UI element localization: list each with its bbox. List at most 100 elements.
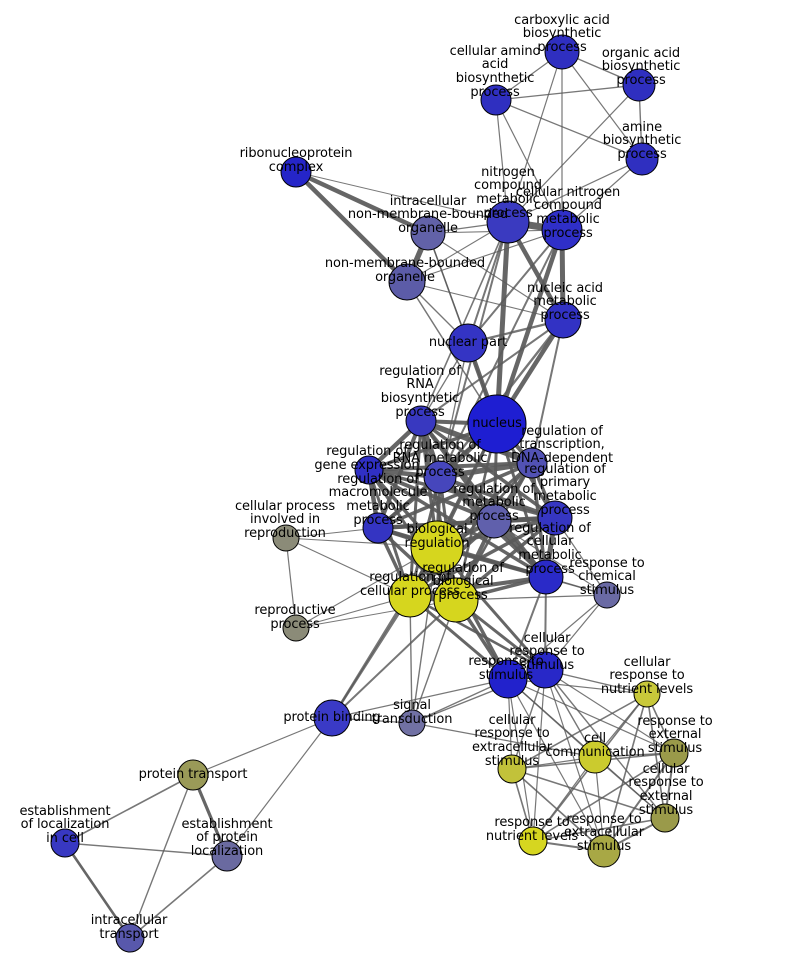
graph-edge	[295, 546, 438, 629]
graph-edge	[420, 319, 564, 422]
graph-edge	[455, 594, 608, 601]
graph-node-response-to-external-stimulus[interactable]	[659, 738, 689, 768]
graph-node-nucleus[interactable]	[467, 394, 527, 454]
graph-edge	[495, 84, 640, 101]
graph-edge	[285, 537, 297, 629]
node-layer	[50, 34, 689, 953]
graph-edge	[408, 575, 548, 598]
graph-edge	[507, 678, 648, 695]
graph-edge	[408, 594, 547, 672]
graph-edge	[192, 717, 333, 776]
graph-edge	[561, 51, 643, 160]
graph-edge	[411, 722, 596, 758]
graph-edge	[295, 171, 509, 223]
graph-node-regulation-of-primary-metabolic-process[interactable]	[537, 500, 573, 536]
graph-node-cellular-response-to-stimulus[interactable]	[526, 651, 564, 689]
graph-node-regulation-of-metabolic-process[interactable]	[476, 503, 512, 539]
graph-edge	[507, 678, 675, 754]
graph-edge	[532, 669, 546, 842]
graph-node-regulation-of-gene-expression[interactable]	[354, 455, 384, 485]
graph-node-ribonucleoprotein-complex[interactable]	[280, 156, 312, 188]
graph-node-regulation-of-macromolecule-metabolic-process[interactable]	[362, 512, 394, 544]
graph-edge	[532, 752, 675, 842]
graph-node-signal-transduction[interactable]	[398, 709, 426, 737]
graph-node-cellular-response-to-extracellular-stimulus[interactable]	[497, 754, 527, 784]
graph-edge	[331, 678, 509, 719]
graph-node-response-to-stimulus[interactable]	[488, 659, 528, 699]
graph-node-protein-binding[interactable]	[313, 699, 351, 737]
graph-node-regulation-of-cellular-process[interactable]	[388, 574, 432, 618]
graph-edge	[532, 756, 596, 842]
graph-edge	[544, 669, 675, 754]
graph-edge	[408, 516, 557, 598]
graph-edge	[467, 229, 563, 344]
graph-node-regulation-of-cellular-metabolic-process[interactable]	[528, 559, 564, 595]
graph-node-cellular-process-involved-in-reproduction[interactable]	[272, 524, 300, 552]
graph-edge	[406, 281, 564, 321]
graph-node-establishment-of-protein-localization[interactable]	[211, 840, 243, 872]
graph-edge	[493, 520, 608, 596]
graph-node-establishment-of-localization-in-cell[interactable]	[50, 828, 80, 858]
graph-edge	[507, 158, 643, 223]
graph-edge	[427, 232, 564, 321]
graph-node-cellular-response-to-external-stimulus[interactable]	[650, 803, 680, 833]
graph-edge	[438, 475, 557, 520]
graph-edge	[64, 842, 228, 857]
graph-edge	[293, 169, 410, 285]
graph-node-nucleic-acid-metabolic-process[interactable]	[544, 301, 582, 339]
graph-edge	[603, 693, 648, 852]
graph-edge	[495, 99, 643, 160]
graph-node-cellular-nitrogen-compound-metabolic-process[interactable]	[541, 209, 583, 251]
graph-edge	[494, 219, 511, 427]
graph-edge	[646, 693, 666, 819]
graph-node-response-to-extracellular-stimulus[interactable]	[587, 834, 621, 868]
graph-node-nuclear-part[interactable]	[448, 323, 488, 363]
graph-node-cellular-amino-acid-biosynthetic-process[interactable]	[480, 84, 512, 116]
graph-edge	[408, 419, 423, 598]
graph-edge	[331, 599, 457, 719]
graph-node-biological-regulation[interactable]	[410, 520, 464, 574]
graph-node-intracellular-transport[interactable]	[115, 923, 145, 953]
graph-edge	[376, 461, 534, 530]
graph-node-intracellular-non-membrane-bounded-organelle[interactable]	[410, 215, 446, 251]
graph-edge	[367, 468, 496, 523]
graph-edge	[129, 855, 228, 939]
graph-edge	[507, 594, 608, 680]
edge-layer	[63, 51, 675, 940]
graph-edge	[411, 546, 438, 724]
graph-node-response-to-nutrient-levels[interactable]	[518, 826, 548, 856]
graph-edge	[511, 768, 605, 852]
graph-edge	[367, 468, 557, 520]
graph-node-nitrogen-compound-metabolic-process[interactable]	[486, 200, 530, 244]
graph-node-regulation-of-rna-metabolic-process[interactable]	[423, 460, 457, 494]
graph-node-amine-biosynthetic-process[interactable]	[625, 142, 659, 176]
graph-node-regulation-of-biological-process[interactable]	[433, 577, 479, 623]
graph-node-cellular-response-to-nutrient-levels[interactable]	[633, 680, 661, 708]
graph-node-response-to-chemical-stimulus[interactable]	[593, 581, 621, 609]
graph-edge	[420, 221, 509, 422]
graph-edge	[436, 546, 608, 596]
graph-node-reproductive-process[interactable]	[282, 614, 310, 642]
graph-node-regulation-of-rna-biosynthetic-process[interactable]	[405, 405, 437, 437]
graph-node-organic-acid-biosynthetic-process[interactable]	[622, 68, 656, 102]
graph-node-regulation-of-transcription-dna-dependent[interactable]	[516, 447, 548, 479]
graph-edge	[507, 51, 563, 223]
graph-edge	[285, 537, 411, 597]
graph-node-non-membrane-bounded-organelle[interactable]	[388, 263, 426, 301]
graph-node-cell-communication[interactable]	[578, 740, 612, 774]
graph-edge	[511, 768, 666, 819]
graph-edge	[495, 99, 563, 231]
graph-edge	[226, 717, 333, 857]
graph-edge	[511, 693, 648, 770]
graph-edge	[532, 817, 666, 842]
graph-edge	[406, 229, 563, 283]
graph-node-protein-transport[interactable]	[177, 759, 209, 791]
graph-edge	[64, 774, 194, 844]
graph-edge	[603, 752, 675, 852]
graph-node-carboxylic-acid-biosynthetic-process[interactable]	[544, 34, 580, 70]
graph-edge	[129, 774, 194, 939]
graph-edge	[531, 319, 564, 464]
graph-edge	[507, 84, 640, 223]
graph-edge	[293, 169, 431, 236]
